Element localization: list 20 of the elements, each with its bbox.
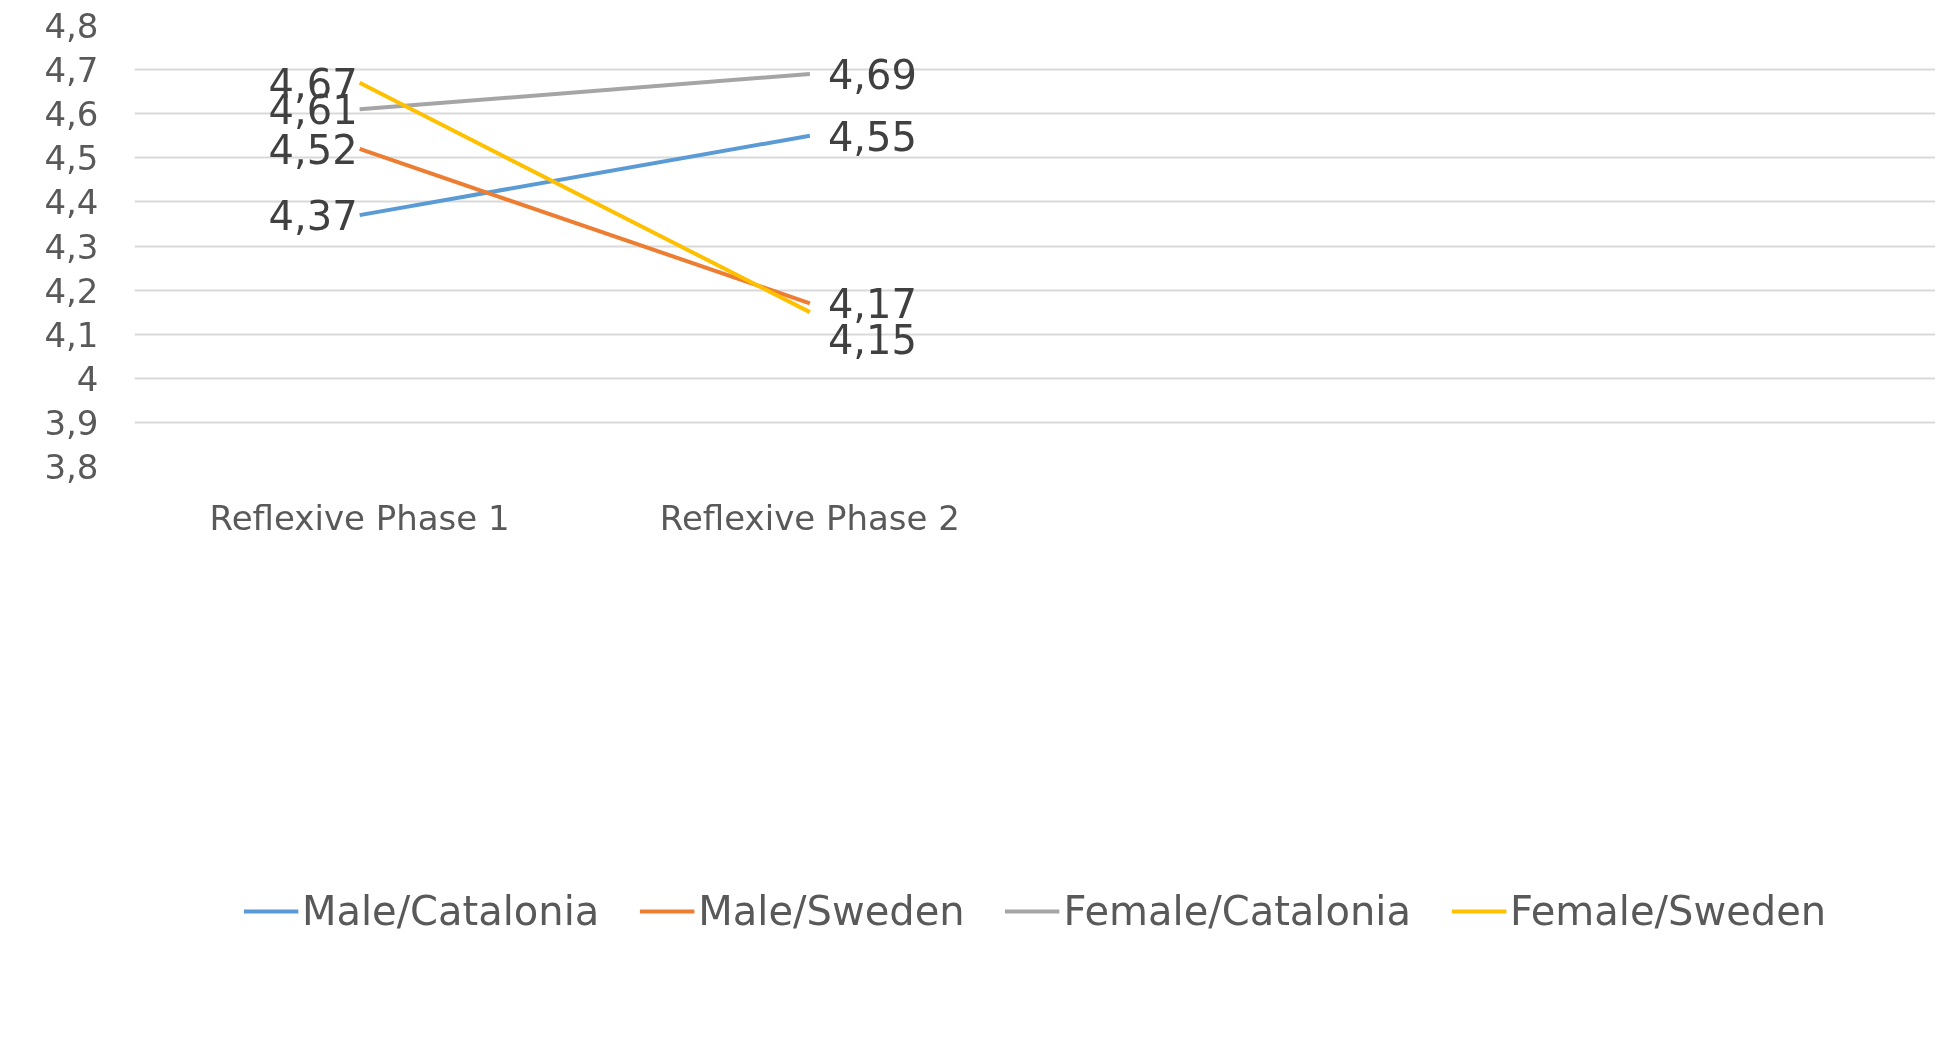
y-tick-label: 4,2 [44, 270, 99, 311]
y-tick-label: 3,9 [44, 402, 99, 443]
legend-label: Male/Sweden [698, 888, 965, 934]
y-tick-label: 4,5 [44, 138, 99, 179]
legend-label: Female/Catalonia [1063, 888, 1411, 934]
legend-label: Male/Catalonia [301, 888, 600, 934]
x-tick-label: Reflexive Phase 1 [209, 497, 510, 538]
y-tick-label: 4,8 [44, 6, 99, 46]
legend-label: Female/Sweden [1509, 888, 1827, 934]
data-label: 4,69 [827, 52, 917, 99]
y-tick-label: 4,4 [44, 182, 99, 223]
y-tick-label: 4,7 [44, 50, 99, 91]
x-tick-label: Reflexive Phase 2 [659, 497, 960, 538]
data-label: 4,55 [827, 113, 917, 160]
y-tick-label: 4,1 [44, 314, 99, 355]
y-tick-label: 4,3 [44, 226, 99, 267]
y-tick-label: 3,8 [44, 447, 99, 487]
data-label: 4,37 [268, 193, 358, 240]
y-tick-label: 4 [76, 358, 99, 399]
y-tick-label: 4,6 [44, 94, 99, 135]
